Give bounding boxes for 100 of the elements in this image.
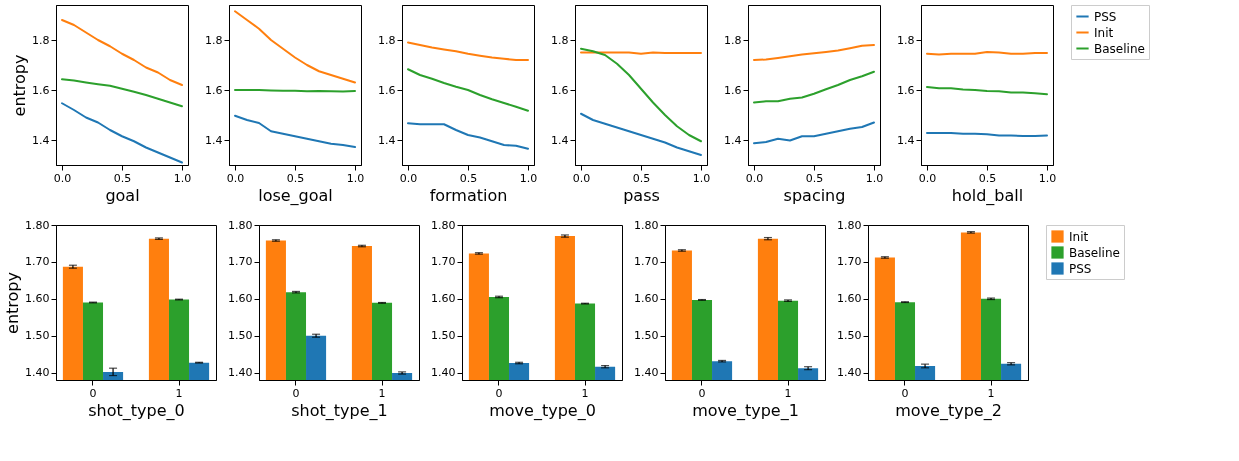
- x-tick-label: 0.5: [805, 171, 824, 185]
- x-axis-title: move_type_0: [489, 400, 596, 421]
- x-axis-title: formation: [429, 185, 508, 205]
- y-tick-label: 1.40: [634, 366, 659, 380]
- y-tick-label: 1.50: [25, 329, 50, 343]
- y-tick-label: 1.60: [431, 292, 456, 306]
- y-tick-label: 1.4: [551, 133, 569, 147]
- y-tick-label: 1.80: [25, 218, 50, 232]
- y-tick-label: 1.50: [634, 329, 659, 343]
- y-tick-label: 1.4: [205, 133, 223, 147]
- line-series: [753, 121, 875, 145]
- y-tick-label: 1.8: [205, 33, 223, 47]
- y-tick-label: 1.8: [378, 33, 396, 47]
- line-series: [407, 122, 529, 150]
- y-tick-label: 1.8: [32, 33, 50, 47]
- x-axis-title: lose_goal: [258, 185, 333, 206]
- x-axis-title: hold_ball: [951, 185, 1024, 206]
- y-tick-label: 1.70: [431, 255, 456, 269]
- y-tick-label: 1.6: [378, 83, 396, 97]
- y-tick-label: 1.60: [228, 292, 253, 306]
- legend-label: Init: [1069, 229, 1089, 244]
- y-tick-label: 1.80: [228, 218, 253, 232]
- y-tick-label: 1.60: [837, 292, 862, 306]
- y-tick-label: 1.8: [897, 33, 915, 47]
- y-tick-label: 1.80: [837, 218, 862, 232]
- line-series: [407, 41, 529, 61]
- line-series: [61, 102, 183, 164]
- y-tick-label: 1.4: [724, 133, 742, 147]
- y-tick-label: 1.6: [205, 83, 223, 97]
- x-axis-title: shot_type_1: [291, 400, 388, 421]
- y-tick-label: 1.40: [25, 366, 50, 380]
- line-series: [753, 70, 875, 104]
- y-tick-label: 1.4: [897, 133, 915, 147]
- y-tick-label: 1.6: [32, 83, 50, 97]
- x-tick-label: 0.5: [459, 171, 478, 185]
- y-tick-label: 1.60: [25, 292, 50, 306]
- x-tick-label: 0.0: [399, 171, 418, 185]
- y-tick-label: 1.6: [551, 83, 569, 97]
- x-tick-label: 0: [495, 386, 503, 400]
- x-axis-title: move_type_1: [692, 400, 799, 421]
- x-tick-label: 0.5: [632, 171, 651, 185]
- y-tick-label: 1.70: [837, 255, 862, 269]
- x-axis-title: spacing: [783, 185, 846, 205]
- y-tick-label: 1.50: [837, 329, 862, 343]
- x-tick-label: 1.0: [1038, 171, 1057, 185]
- line-series: [580, 112, 702, 156]
- legend-label: Baseline: [1094, 41, 1145, 56]
- x-tick-label: 0.0: [226, 171, 245, 185]
- y-tick-label: 1.70: [634, 255, 659, 269]
- y-tick-label: 1.4: [32, 133, 50, 147]
- y-tick-label: 1.40: [431, 366, 456, 380]
- x-tick-label: 0.5: [286, 171, 305, 185]
- y-tick-label: 1.40: [837, 366, 862, 380]
- y-tick-label: 1.50: [431, 329, 456, 343]
- x-tick-label: 1: [175, 386, 183, 400]
- x-tick-label: 1.0: [865, 171, 884, 185]
- legend-label: Baseline: [1069, 245, 1120, 260]
- x-tick-label: 1: [581, 386, 589, 400]
- x-tick-label: 1.0: [173, 171, 192, 185]
- x-tick-label: 0.0: [572, 171, 591, 185]
- legend-label: Init: [1094, 25, 1114, 40]
- line-series: [753, 44, 875, 61]
- x-tick-label: 1.0: [519, 171, 538, 185]
- x-tick-label: 0.5: [113, 171, 132, 185]
- y-tick-label: 1.8: [551, 33, 569, 47]
- x-tick-label: 0.0: [745, 171, 764, 185]
- legend-label: PSS: [1094, 9, 1117, 24]
- x-tick-label: 1: [378, 386, 386, 400]
- line-series: [926, 86, 1048, 96]
- legend-label: PSS: [1069, 261, 1092, 276]
- x-tick-label: 0: [901, 386, 909, 400]
- y-tick-label: 1.70: [25, 255, 50, 269]
- x-tick-label: 0: [292, 386, 300, 400]
- y-axis-title: entropy: [3, 272, 23, 334]
- y-tick-label: 1.70: [228, 255, 253, 269]
- x-tick-label: 1: [784, 386, 792, 400]
- y-axis-title: entropy: [10, 54, 30, 117]
- x-axis-title: goal: [105, 185, 140, 205]
- x-axis-title: pass: [623, 185, 660, 205]
- x-tick-label: 0.0: [918, 171, 937, 185]
- x-tick-label: 1.0: [692, 171, 711, 185]
- y-tick-label: 1.6: [724, 83, 742, 97]
- y-tick-label: 1.40: [228, 366, 253, 380]
- x-axis-title: move_type_2: [895, 400, 1002, 421]
- y-tick-label: 1.6: [897, 83, 915, 97]
- y-tick-label: 1.60: [634, 292, 659, 306]
- line-series: [61, 19, 183, 86]
- y-tick-label: 1.8: [724, 33, 742, 47]
- y-tick-label: 1.4: [378, 133, 396, 147]
- line-series: [234, 114, 356, 148]
- line-series: [580, 47, 702, 143]
- y-tick-label: 1.80: [431, 218, 456, 232]
- y-tick-label: 1.50: [228, 329, 253, 343]
- x-tick-label: 0.5: [978, 171, 997, 185]
- x-tick-label: 0.0: [53, 171, 72, 185]
- x-tick-label: 1.0: [346, 171, 365, 185]
- x-tick-label: 1: [987, 386, 995, 400]
- x-tick-label: 0: [698, 386, 706, 400]
- x-tick-label: 0: [89, 386, 97, 400]
- x-axis-title: shot_type_0: [88, 400, 185, 421]
